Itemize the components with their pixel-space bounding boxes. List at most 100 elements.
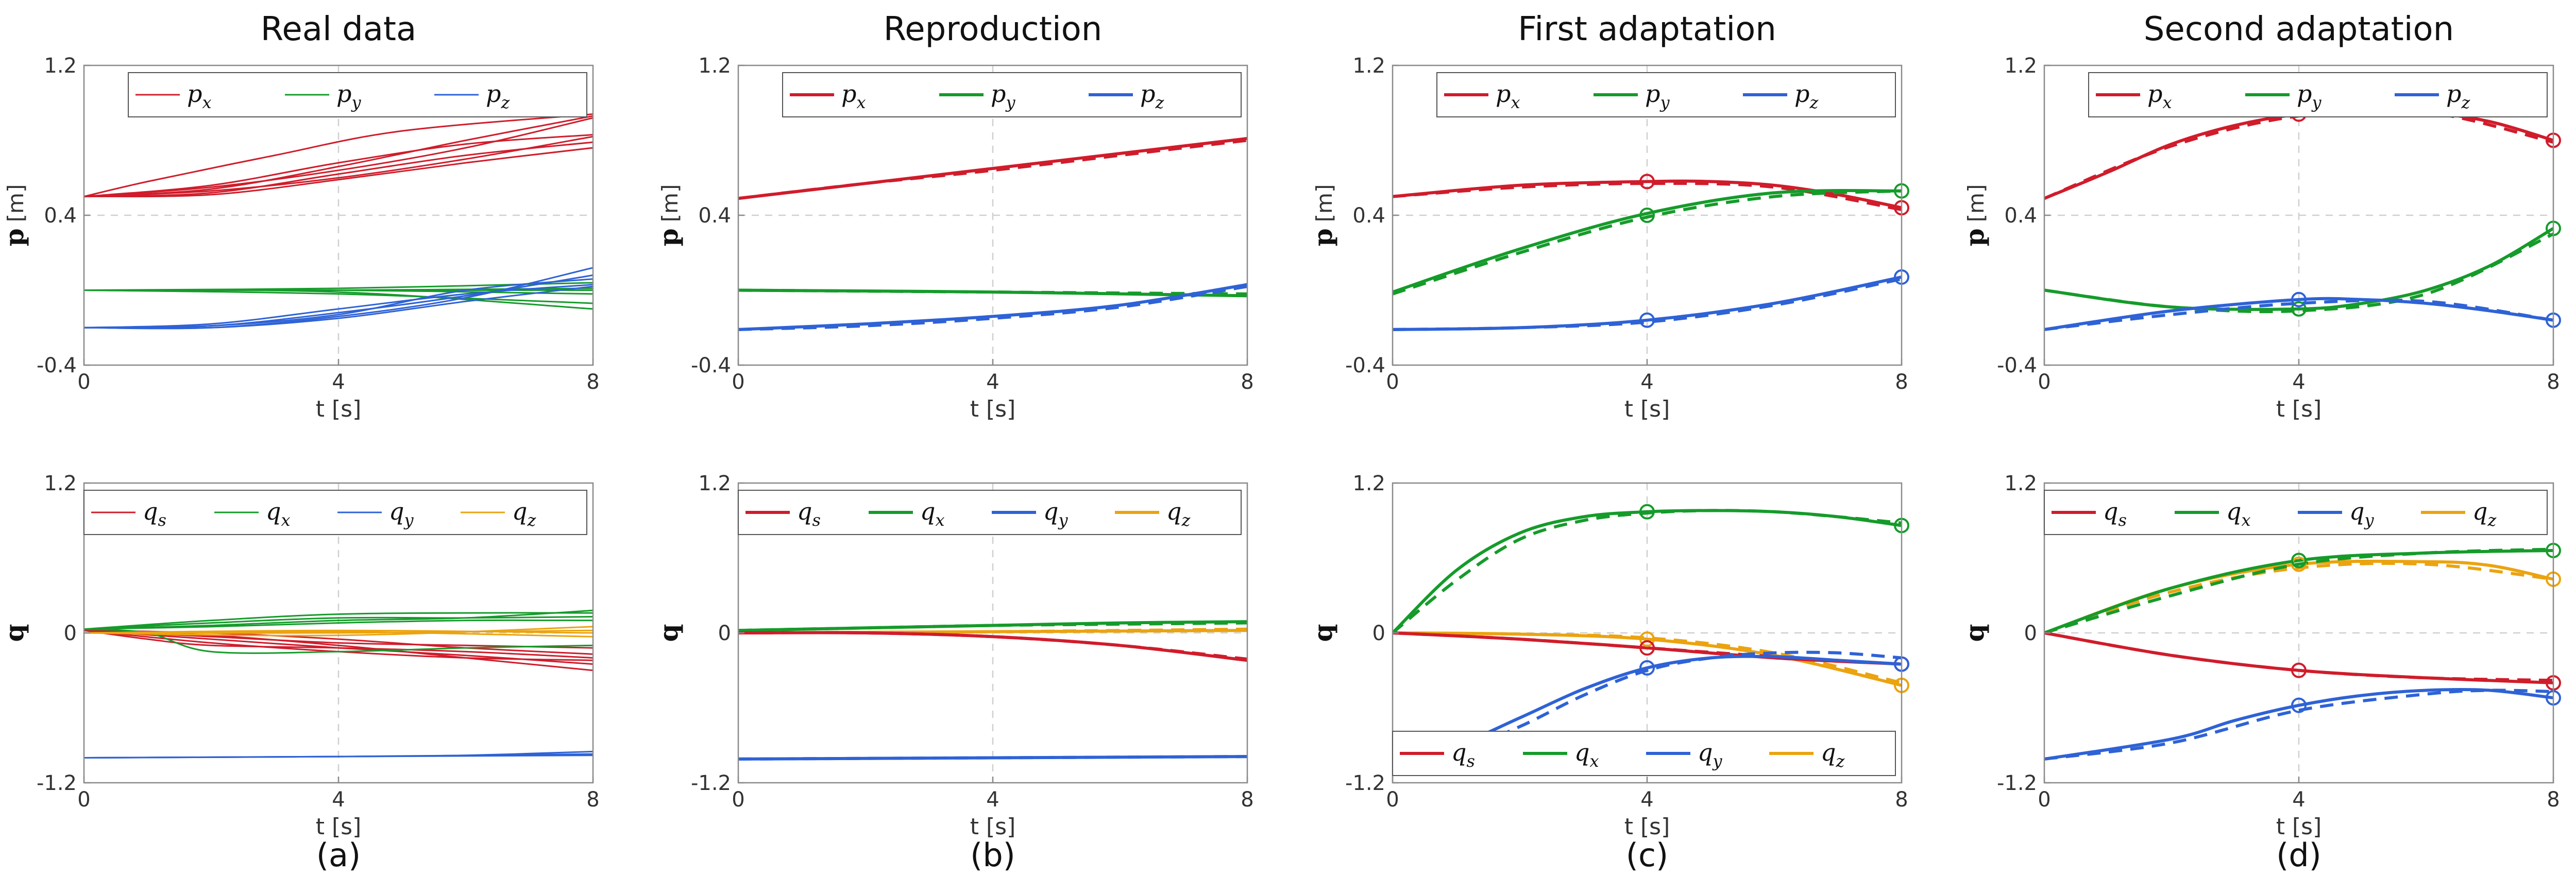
y-axis-unit: [m] xyxy=(1312,184,1337,222)
via-point-px-1 xyxy=(1639,174,1655,190)
y-axis-symbol: p xyxy=(1959,228,1990,246)
y-axis-symbol: p xyxy=(0,228,29,246)
column-title-c: First adaptation xyxy=(1518,10,1776,48)
legend-label-qx: qx xyxy=(266,497,291,530)
legend-label-px: px xyxy=(1496,80,1520,112)
y-axis-symbol: q xyxy=(1308,624,1338,642)
legend: px py pz xyxy=(1436,72,1896,117)
x-tick-label: 4 xyxy=(986,370,999,394)
y-tick-label: 1.2 xyxy=(44,472,77,495)
legend-label-qx: qx xyxy=(2226,497,2251,530)
x-tick-label: 0 xyxy=(2038,370,2050,394)
y-axis-label: q xyxy=(1959,624,1990,642)
legend-label-qy: qy xyxy=(389,497,414,530)
x-axis-label: t [s] xyxy=(970,814,1016,840)
y-axis-unit: [m] xyxy=(657,184,683,222)
legend-box xyxy=(128,72,587,117)
series-qy-reference-dashed xyxy=(2044,689,2553,761)
legend-label-px: px xyxy=(841,80,866,112)
via-point-qx-1 xyxy=(2291,553,2307,569)
series-pz-demo-5 xyxy=(84,274,593,329)
series-group xyxy=(84,113,593,330)
legend-label-qs: qs xyxy=(1451,738,1475,771)
via-point-qs-1 xyxy=(1639,640,1655,656)
series-px-demo-3 xyxy=(84,113,593,198)
x-axis-label: t [s] xyxy=(1624,396,1670,422)
series-qs-demo-5 xyxy=(84,629,593,659)
x-tick-label: 0 xyxy=(732,370,744,394)
series-qs-solid xyxy=(738,631,1247,662)
x-tick-label: 8 xyxy=(1895,370,1908,394)
via-point-pz-1 xyxy=(1639,312,1655,328)
legend-label-py: py xyxy=(1645,80,1670,112)
series-qx-solid xyxy=(2044,549,2553,634)
y-axis-label: p [m] xyxy=(1308,184,1338,247)
legend: px py pz xyxy=(128,72,587,117)
series-qx-demo-1 xyxy=(84,612,593,630)
series-group xyxy=(1393,509,1902,761)
legend-label-pz: pz xyxy=(1140,80,1164,112)
column-title-b: Reproduction xyxy=(884,10,1103,48)
series-pz-demo-3 xyxy=(84,284,593,329)
x-tick-label: 4 xyxy=(332,788,345,812)
legend: px py pz xyxy=(2088,72,2548,117)
x-axis-label: t [s] xyxy=(1624,814,1670,840)
y-axis-label: p [m] xyxy=(1959,184,1990,247)
x-tick-label: 8 xyxy=(586,788,599,812)
x-tick-label: 0 xyxy=(1386,788,1399,812)
x-tick-label: 0 xyxy=(732,788,744,812)
x-tick-label: 4 xyxy=(1640,788,1653,812)
legend: qs qx qy qz xyxy=(738,490,1242,535)
via-point-py-1 xyxy=(1639,208,1655,223)
y-axis-symbol: p xyxy=(653,228,684,246)
legend-label-qx: qx xyxy=(920,497,945,530)
y-axis-label: q xyxy=(0,624,29,642)
y-tick-label: -1.2 xyxy=(1345,771,1385,795)
legend-box xyxy=(1436,72,1896,117)
x-tick-label: 4 xyxy=(332,370,345,394)
via-point-qy-1 xyxy=(1639,660,1655,676)
legend-label-qz: qz xyxy=(1821,738,1845,771)
x-tick-label: 8 xyxy=(1895,788,1908,812)
legend-label-qx: qx xyxy=(1574,738,1599,771)
series-qy-solid xyxy=(2044,687,2553,761)
subplot-c_bot: 0 4 8-1.201.2t [s]qqs qx qy qz xyxy=(1308,472,1909,840)
y-tick-label: 1.2 xyxy=(698,472,731,495)
series-qy-reference-dashed xyxy=(1393,650,1902,761)
series-qx-demo-5 xyxy=(84,609,593,630)
series-px-demo-5 xyxy=(84,117,593,198)
x-tick-label: 8 xyxy=(1241,788,1253,812)
legend-box xyxy=(2088,72,2548,117)
y-tick-label: 1.2 xyxy=(2004,54,2037,78)
legend-label-qz: qz xyxy=(512,497,536,530)
series-pz-demo-4 xyxy=(84,285,593,330)
x-tick-label: 4 xyxy=(1640,370,1653,394)
legend: qs qx qy qz xyxy=(83,490,587,535)
y-tick-label: -0.4 xyxy=(691,354,731,377)
y-tick-label: 0 xyxy=(64,622,77,645)
series-px-demo-4 xyxy=(84,135,593,198)
caption-c: (c) xyxy=(1626,836,1668,874)
series-qx-solid xyxy=(738,620,1247,632)
x-tick-label: 4 xyxy=(2292,788,2305,812)
y-tick-label: 0.4 xyxy=(1352,204,1385,228)
y-tick-label: -1.2 xyxy=(691,771,731,795)
legend-label-qs: qs xyxy=(2103,497,2127,530)
series-qz-solid xyxy=(1393,631,1902,687)
legend-label-pz: pz xyxy=(486,80,510,112)
legend: px py pz xyxy=(782,72,1242,117)
caption-b: (b) xyxy=(970,836,1015,874)
via-point-qz-1 xyxy=(1639,631,1655,647)
x-tick-label: 8 xyxy=(586,370,599,394)
series-qx-demo-3 xyxy=(84,619,593,630)
y-axis-label: p [m] xyxy=(653,184,684,247)
y-axis-symbol: q xyxy=(0,624,29,642)
via-point-qs-1 xyxy=(2291,662,2307,678)
y-tick-label: 1.2 xyxy=(2004,472,2037,495)
series-group xyxy=(738,620,1247,761)
subplot-b_top: Reproduction(b)0 4 8-0.40.41.2t [s]p[m]px p… xyxy=(653,10,1254,874)
legend-label-px: px xyxy=(187,80,212,112)
subplot-d_top: Second adaptation (d) 0 4 8 -0.4 0.4 1.2 t [s] p [… xyxy=(1959,10,2561,874)
x-tick-label: 0 xyxy=(2038,788,2050,812)
column-title-a: Real data xyxy=(261,10,416,48)
